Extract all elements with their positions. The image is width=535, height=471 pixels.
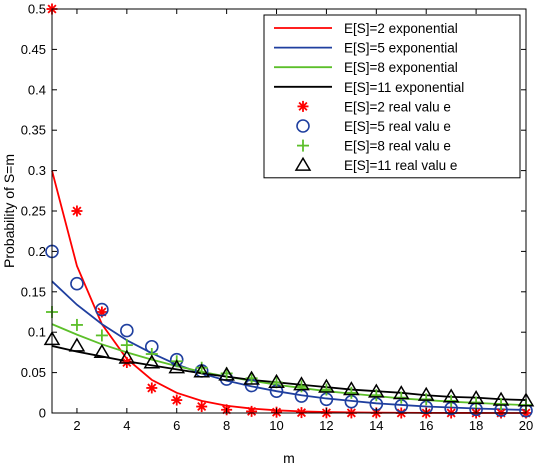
legend-item: E[S]=11 real valu e (294, 156, 457, 173)
legend-item: E[S]=8 exponential (274, 60, 458, 75)
data-point-s8-17 (442, 388, 460, 403)
x-tick-label: 12 (319, 418, 333, 433)
legend: E[S]=2 exponential E[S]=5 exponential E[S]… (263, 14, 521, 179)
data-point-s5-5 (146, 382, 158, 394)
data-point-s5-7 (196, 401, 208, 413)
data-point-s5-2 (71, 205, 83, 217)
y-tick-label: 0.3 (28, 163, 46, 178)
legend-item: E[S]=2 real valu e (297, 99, 451, 114)
legend-label: E[S]=11 exponential (344, 80, 464, 95)
legend-label: E[S]=2 exponential (344, 21, 458, 36)
axis-ticks: 2 4 6 8 10 12 14 16 18 20 0 0.05 0.1 0.15 0.2 0.25 0.3 0.… (21, 2, 534, 434)
y-tick-label: 0.25 (21, 204, 46, 219)
legend-marker-swatch (297, 100, 309, 112)
y-tick-label: 0.5 (28, 2, 46, 17)
data-point-s8-18 (467, 389, 485, 405)
y-axis-label: Probability of S=m (1, 154, 17, 268)
legend-marker-swatch (296, 119, 310, 133)
data-point-s8-5 (143, 354, 161, 369)
legend-label: E[S]=2 real valu e (344, 99, 451, 114)
legend-label: E[S]=5 real valu e (344, 119, 451, 134)
legend-item: E[S]=5 exponential (274, 41, 458, 56)
x-tick-label: 4 (123, 418, 130, 433)
data-point-s8-11 (293, 376, 310, 391)
legend-label: E[S]=11 real valu e (344, 158, 457, 173)
x-axis-label: m (283, 450, 295, 466)
data-point-s7-17 (445, 394, 458, 407)
y-tick-label: 0 (39, 406, 46, 421)
legend-label: E[S]=5 exponential (344, 41, 458, 56)
data-point-s8-2 (68, 337, 86, 352)
data-point-s8-4 (118, 349, 136, 364)
data-point-s8-15 (392, 385, 410, 400)
legend-box (263, 14, 521, 179)
data-point-s8-8 (218, 366, 235, 381)
data-point-s8-13 (343, 381, 360, 396)
data-point-s7-16 (420, 393, 433, 406)
y-tick-label: 0.15 (21, 284, 46, 299)
data-point-s5-9 (246, 405, 258, 417)
data-point-s7-3 (95, 329, 108, 342)
series-line-2 (51, 280, 527, 411)
legend-marker-swatch (294, 156, 312, 171)
data-point-s5-6 (171, 394, 183, 406)
data-point-s8-7 (193, 363, 210, 378)
x-tick-label: 8 (223, 418, 230, 433)
data-point-s8-12 (318, 378, 335, 393)
data-point-s8-3 (93, 343, 111, 359)
y-tick-label: 0.05 (21, 365, 46, 380)
data-point-s8-9 (243, 370, 260, 385)
data-point-s7-2 (70, 318, 83, 331)
data-point-s7-18 (470, 396, 483, 409)
y-tick-label: 0.1 (28, 325, 46, 340)
data-point-s8-16 (417, 386, 435, 401)
legend-item: E[S]=2 exponential (274, 21, 458, 36)
data-point-s8-19 (492, 391, 510, 406)
legend-label: E[S]=8 real valu e (344, 139, 451, 154)
x-tick-label: 16 (419, 418, 433, 433)
data-point-s6-3 (95, 302, 109, 317)
x-tick-label: 10 (269, 418, 283, 433)
y-tick-label: 0.35 (21, 123, 46, 138)
y-tick-label: 0.2 (28, 244, 46, 259)
data-point-s6-4 (120, 323, 134, 338)
x-tick-label: 14 (369, 418, 383, 433)
data-point-s6-2 (70, 276, 84, 291)
x-tick-label: 2 (73, 418, 80, 433)
data-point-s8-14 (368, 383, 385, 398)
data-point-s7-5 (145, 348, 158, 361)
legend-item: E[S]=11 exponential (274, 80, 464, 95)
data-point-s7-12 (320, 383, 333, 396)
data-point-s7-4 (120, 339, 133, 352)
y-tick-label: 0.45 (21, 42, 46, 57)
legend-item: E[S]=8 real valu e (297, 139, 451, 154)
data-point-s7-13 (345, 386, 358, 399)
data-point-s7-15 (395, 391, 408, 404)
data-point-s7-19 (495, 398, 508, 411)
legend-marker-swatch (297, 139, 309, 152)
x-tick-label: 6 (173, 418, 180, 433)
data-point-s8-6 (168, 359, 186, 374)
y-tick-label: 0.4 (28, 82, 46, 97)
legend-item: E[S]=5 real valu e (296, 119, 451, 134)
data-point-s7-14 (370, 389, 383, 402)
legend-label: E[S]=8 exponential (344, 60, 458, 75)
x-tick-label: 18 (469, 418, 483, 433)
data-point-s8-10 (268, 373, 285, 388)
x-tick-label: 20 (519, 418, 533, 433)
